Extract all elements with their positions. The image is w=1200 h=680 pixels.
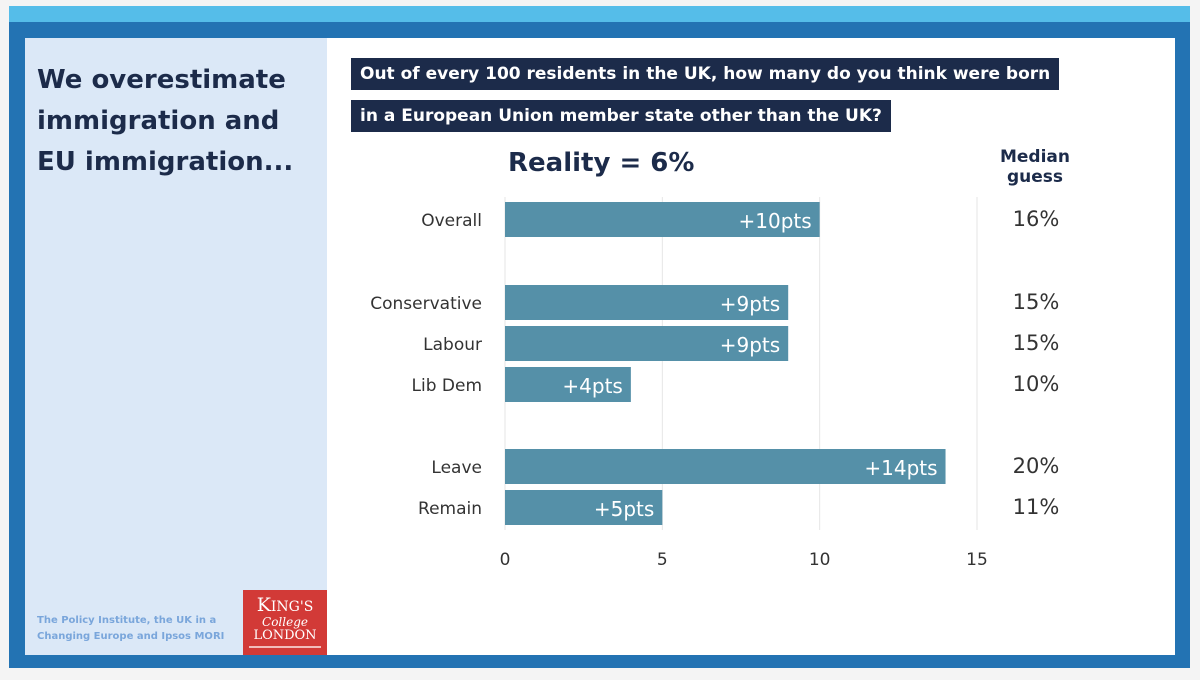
data-label: +5pts (594, 497, 654, 521)
headline: We overestimate immigration and EU immig… (37, 65, 294, 177)
source-note: The Policy Institute, the UK in a Changi… (37, 615, 225, 642)
median-guess-value: 20% (1013, 454, 1060, 478)
x-tick-label: 5 (657, 550, 668, 570)
bar (505, 285, 789, 320)
data-label: +4pts (562, 374, 622, 398)
median-guess-header: Median guess (999, 147, 1071, 187)
question-line-1: Out of every 100 residents in the UK, ho… (351, 58, 1060, 90)
bar (505, 367, 631, 402)
median-guess-value: 10% (1013, 372, 1060, 396)
median-guess-value: 16% (1013, 207, 1060, 231)
bar (505, 202, 820, 237)
data-label: +9pts (720, 292, 780, 316)
median-guess-value: 11% (1013, 495, 1060, 519)
category-label: Remain (418, 499, 482, 519)
question-line-2: in a European Union member state other t… (351, 100, 891, 132)
category-label: Lib Dem (412, 376, 483, 396)
data-label: +9pts (720, 333, 780, 357)
x-tick-label: 10 (809, 550, 831, 570)
x-tick-label: 0 (500, 550, 511, 570)
category-label: Labour (423, 335, 482, 355)
median-guess-value: 15% (1013, 290, 1060, 314)
left-panel (25, 38, 327, 655)
x-tick-label: 15 (966, 550, 988, 570)
median-guess-value: 15% (1013, 331, 1060, 355)
reality-label: Reality = 6% (508, 148, 695, 178)
bar (505, 326, 789, 361)
bar (505, 490, 663, 525)
category-label: Overall (421, 211, 482, 231)
data-label: +14pts (864, 456, 937, 480)
bar (505, 449, 946, 484)
category-label: Leave (431, 458, 482, 478)
top-band (9, 6, 1190, 22)
kings-college-logo: KING'S College LONDON (243, 590, 327, 655)
category-label: Conservative (370, 294, 482, 314)
data-label: +10pts (738, 209, 811, 233)
